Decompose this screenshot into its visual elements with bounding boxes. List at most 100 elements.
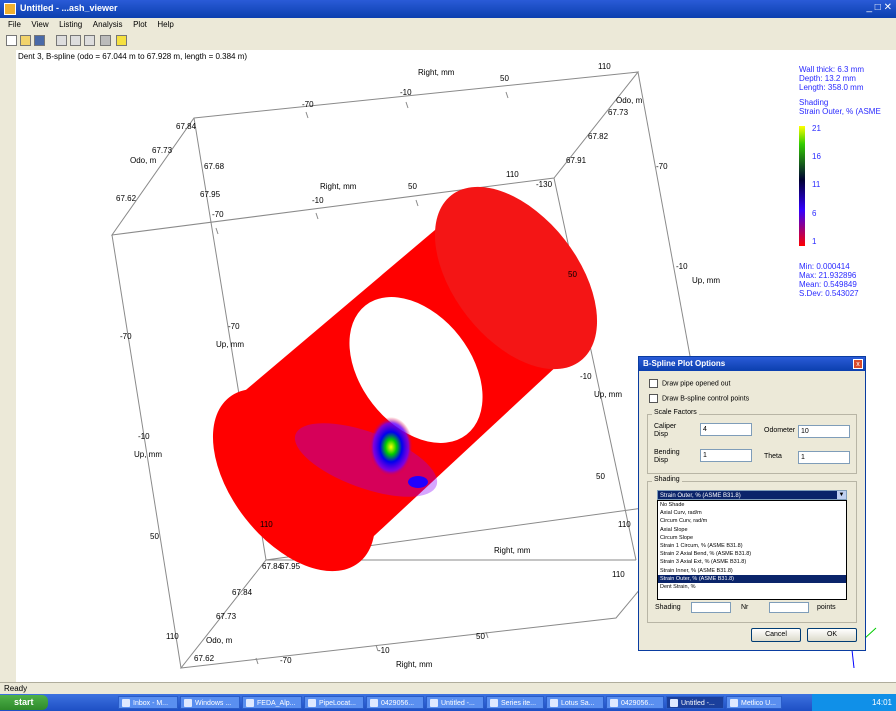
cut-icon[interactable] <box>56 35 67 46</box>
checkbox-box[interactable] <box>649 394 658 403</box>
list-item[interactable]: Strain 1 Circum, % (ASME B31.8) <box>660 542 743 549</box>
checkbox-label: Draw pipe opened out <box>662 380 731 388</box>
shading-field-label: Shading <box>655 604 681 611</box>
list-item[interactable]: Circum Slope <box>660 534 694 541</box>
stat-sdev: S.Dev: 0.543027 <box>799 289 859 298</box>
status-bar: Ready <box>0 682 896 695</box>
tick-label: -10 <box>676 262 688 271</box>
taskbar-item[interactable]: Windows ... <box>180 696 240 709</box>
theta-input[interactable]: 1 <box>798 451 850 464</box>
paste-icon[interactable] <box>84 35 95 46</box>
list-item[interactable]: Axial Slope <box>660 526 688 533</box>
stat-max: Max: 21.932896 <box>799 271 857 280</box>
toolbar <box>0 32 896 51</box>
print-icon[interactable] <box>100 35 111 46</box>
list-item[interactable]: Strain 2 Axial Bend, % (ASME B31.8) <box>660 551 752 558</box>
tick-label: 67.62 <box>194 654 215 663</box>
checkbox-box[interactable] <box>649 379 658 388</box>
taskbar: start Inbox - M... Windows ... FEDA_Alp.… <box>0 694 896 711</box>
axis-label-odo-right: Odo, m <box>616 96 643 105</box>
axis-label-right-mid: Right, mm <box>320 182 357 191</box>
taskbar-item[interactable]: Inbox - M... <box>118 696 178 709</box>
shading-field-input[interactable] <box>691 602 731 613</box>
axis-label-up-right: Up, mm <box>594 390 622 399</box>
cancel-button[interactable]: Cancel <box>751 628 801 642</box>
list-item[interactable]: Strain 3 Axial Ext, % (ASME B31.8) <box>660 559 747 566</box>
menu-file[interactable]: File <box>8 20 21 29</box>
info-panel: Wall thick: 6.3 mm Depth: 13.2 mm Length… <box>799 65 881 116</box>
taskbar-item[interactable]: Series ite... <box>486 696 544 709</box>
list-item-selected[interactable]: Strain Outer, % (ASME B31.8) <box>658 574 846 583</box>
taskbar-item[interactable]: Metlico U... <box>726 696 782 709</box>
clock[interactable]: 14:01 <box>871 698 892 707</box>
tick-label: 67.62 <box>116 194 137 203</box>
tick-label: 67.91 <box>566 156 587 165</box>
list-item[interactable]: No Shade <box>660 502 685 508</box>
dialog-title[interactable]: B-Spline Plot Options <box>639 357 865 371</box>
wireframe-3d-plot <box>110 71 877 669</box>
colorbar-tick: 6 <box>812 209 817 218</box>
group-label: Scale Factors <box>652 409 699 416</box>
menu-plot[interactable]: Plot <box>133 20 147 29</box>
chevron-down-icon[interactable]: ▼ <box>837 491 846 499</box>
tick-label: -70 <box>302 100 314 109</box>
scale-factors-group: Scale Factors Caliper Disp 4 Odometer 10… <box>647 409 857 474</box>
tick-label: 50 <box>596 472 605 481</box>
wall-thickness-text: Wall thick: 6.3 mm <box>799 65 865 74</box>
list-item[interactable]: Dent Strain, % <box>660 583 696 590</box>
taskbar-item-active[interactable]: Untitled -... <box>666 696 724 709</box>
taskbar-item[interactable]: 0429056... <box>606 696 664 709</box>
copy-icon[interactable] <box>70 35 81 46</box>
colorbar-tick: 11 <box>812 180 821 189</box>
theta-label: Theta <box>764 453 782 460</box>
caliper-input[interactable]: 4 <box>700 423 752 436</box>
tick-label: -10 <box>312 196 324 205</box>
checkbox-label: Draw B-spline control points <box>662 395 750 403</box>
window-title-bar[interactable]: Untitled - ...ash_viewer _ □ ✕ <box>0 0 896 18</box>
odometer-input[interactable]: 10 <box>798 425 850 438</box>
menu-listing[interactable]: Listing <box>59 20 83 29</box>
draw-pipe-opened-out-checkbox[interactable]: Draw pipe opened out <box>649 379 731 388</box>
odometer-label: Odometer <box>764 427 796 434</box>
draw-control-points-checkbox[interactable]: Draw B-spline control points <box>649 394 749 403</box>
taskbar-item[interactable]: Untitled -... <box>426 696 484 709</box>
taskbar-item[interactable]: PipeLocat... <box>304 696 364 709</box>
bending-input[interactable]: 1 <box>700 449 752 462</box>
left-panel <box>0 50 17 682</box>
shading-select[interactable]: Strain Outer, % (ASME B31.8) ▼ <box>657 490 847 500</box>
menu-help[interactable]: Help <box>157 20 174 29</box>
ok-button[interactable]: OK <box>807 628 857 642</box>
menu-view[interactable]: View <box>31 20 49 29</box>
start-button[interactable]: start <box>0 695 48 710</box>
list-item[interactable]: Circum Curv, rad/m <box>660 518 708 525</box>
tick-label: 50 <box>568 270 577 279</box>
depth-text: Depth: 13.2 mm <box>799 74 856 83</box>
taskbar-item[interactable]: 0429056... <box>366 696 424 709</box>
open-folder-icon[interactable] <box>20 35 31 46</box>
list-item[interactable]: Axial Curv, rad/m <box>660 510 702 517</box>
help-icon[interactable] <box>116 35 127 46</box>
tick-label: 67.84 <box>262 562 283 571</box>
shading-select-value: Strain Outer, % (ASME B31.8) <box>660 493 741 499</box>
shading-options-list[interactable]: No Shade Axial Curv, rad/m Circum Curv, … <box>657 500 847 600</box>
list-item[interactable]: Strain Inner, % (ASME B31.8) <box>660 567 733 574</box>
taskbar-item[interactable]: Lotus Sa... <box>546 696 604 709</box>
tick-label: -70 <box>228 322 240 331</box>
tick-label: 110 <box>612 570 625 579</box>
tick-label: 67.73 <box>152 146 173 155</box>
save-icon[interactable] <box>34 35 45 46</box>
tick-label: -10 <box>138 432 150 441</box>
dialog-close-button[interactable]: x <box>853 359 863 369</box>
window-controls[interactable]: _ □ ✕ <box>866 2 892 13</box>
nr-input[interactable] <box>769 602 809 613</box>
colorbar-tick: 21 <box>812 124 821 133</box>
tick-label: 67.95 <box>280 562 301 571</box>
new-file-icon[interactable] <box>6 35 17 46</box>
tick-label: 67.95 <box>200 190 221 199</box>
colorbar-tick: 1 <box>812 237 817 246</box>
tick-label: 110 <box>260 520 273 529</box>
taskbar-item[interactable]: FEDA_Alp... <box>242 696 302 709</box>
points-label: points <box>817 604 836 611</box>
group-label: Shading <box>652 476 682 483</box>
menu-analysis[interactable]: Analysis <box>92 20 123 29</box>
